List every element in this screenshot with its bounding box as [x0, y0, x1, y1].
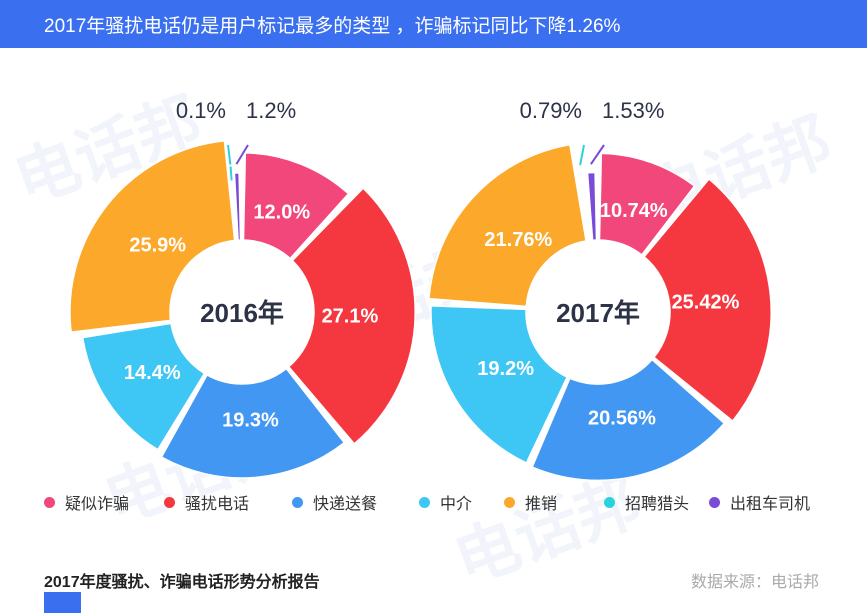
legend-swatch — [419, 496, 430, 508]
header-title: 2017年骚扰电话仍是用户标记最多的类型 ，诈骗标记同比下降1.26% — [44, 16, 621, 37]
legend-label: 中介 — [440, 496, 473, 513]
legend-swatch — [604, 496, 615, 508]
legend-swatch — [709, 496, 720, 508]
slice-taxi — [233, 172, 242, 241]
value-label-recruit: 0.79% — [520, 98, 582, 123]
value-label-taxi: 1.53% — [602, 98, 664, 123]
legend-label: 快递送餐 — [313, 496, 378, 513]
donut-charts: 12.0% 27.1% 19.3% 14.4% 25.9% 0.1% 1.2% 2016年 10… — [69, 98, 772, 482]
legend-swatch — [164, 496, 175, 508]
value-label-recruit: 0.1% — [176, 98, 226, 123]
footer-accent-bar — [44, 592, 81, 613]
legend-label: 推销 — [525, 496, 558, 513]
legend-item: 骚扰电话 — [164, 490, 249, 514]
legend-swatch — [292, 496, 303, 508]
legend: 疑似诈骗 骚扰电话 快递送餐 中介 推销 招聘猎头 出租车司机 — [44, 490, 844, 514]
data-source: 数据来源：电话邦 — [690, 574, 819, 591]
value-label-taxi: 1.2% — [246, 98, 296, 123]
legend-item: 疑似诈骗 — [44, 490, 129, 514]
value-label-agent: 19.2% — [477, 358, 534, 380]
value-label-fraud: 10.74% — [600, 200, 668, 222]
legend-swatch — [44, 496, 55, 508]
center-year-label: 2017年 — [556, 298, 640, 328]
leader-line-recruit — [227, 144, 232, 165]
legend-item: 中介 — [419, 490, 472, 514]
value-label-fraud: 12.0% — [253, 202, 310, 224]
value-label-harassment: 27.1% — [322, 306, 379, 328]
value-label-delivery: 19.3% — [222, 410, 279, 432]
donut-hole — [170, 240, 314, 384]
value-label-agent: 14.4% — [124, 362, 181, 384]
legend-label: 招聘猎头 — [625, 496, 690, 513]
legend-item: 招聘猎头 — [604, 490, 689, 514]
donut-hole — [526, 240, 670, 384]
legend-label: 骚扰电话 — [185, 496, 250, 513]
leader-line-recruit — [579, 144, 585, 166]
legend-label: 出租车司机 — [730, 496, 811, 513]
center-year-label: 2016年 — [200, 298, 284, 328]
slice-recruit — [229, 166, 233, 181]
legend-item: 推销 — [504, 490, 557, 514]
value-label-delivery: 20.56% — [588, 407, 656, 429]
header-bar: 2017年骚扰电话仍是用户标记最多的类型 ，诈骗标记同比下降1.26% — [0, 0, 867, 48]
leader-line-taxi — [590, 144, 605, 165]
value-label-sales: 21.76% — [484, 229, 552, 251]
legend-item: 出租车司机 — [709, 490, 810, 514]
legend-item: 快递送餐 — [292, 490, 377, 514]
leader-line-taxi — [235, 144, 249, 165]
report-title: 2017年度骚扰、诈骗电话形势分析报告 — [44, 574, 320, 591]
value-label-harassment: 25.42% — [672, 291, 740, 313]
legend-label: 疑似诈骗 — [65, 496, 130, 513]
legend-swatch — [504, 496, 515, 508]
value-label-sales: 25.9% — [129, 234, 186, 256]
